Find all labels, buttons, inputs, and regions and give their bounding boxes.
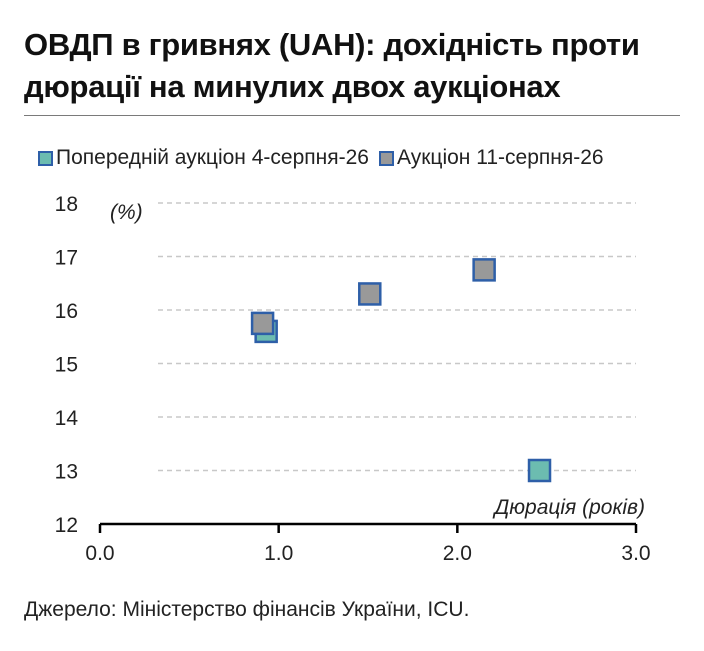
y-tick-label: 14 [55, 407, 79, 430]
x-axis-label: Дюрація (років) [492, 496, 645, 519]
data-points [250, 258, 552, 483]
point-current-auction [472, 258, 496, 282]
source-note: Джерело: Міністерство фінансів України, … [24, 598, 470, 621]
y-tick-label: 12 [55, 514, 78, 537]
x-tick-labels: 0.0 1.0 2.0 3.0 [85, 542, 650, 565]
legend-label-current: Аукціон 11-серпня-26 [396, 146, 604, 169]
legend-swatch-previous [38, 150, 53, 166]
y-axis-label: (%) [110, 201, 143, 224]
y-tick-label: 15 [55, 354, 78, 377]
y-tick-label: 13 [55, 461, 78, 484]
y-tick-label: 17 [55, 247, 78, 270]
legend-item-previous: Попередній аукціон 4-серпня-26 [38, 146, 369, 170]
chart-title: ОВДП в гривнях (UAH): дохідність проти д… [24, 27, 640, 104]
point-current-auction [358, 282, 382, 306]
x-tick-label: 1.0 [264, 542, 293, 565]
point-current-auction [250, 311, 275, 336]
legend-item-current: Аукціон 11-серпня-26 [378, 146, 604, 170]
x-tick-label: 2.0 [443, 542, 472, 565]
x-axis [98, 522, 638, 533]
y-tick-label: 18 [55, 193, 78, 216]
x-tick-label: 3.0 [621, 542, 650, 565]
legend: Попередній аукціон 4-серпня-26 Аукціон 1… [38, 146, 614, 170]
x-tick-label: 0.0 [85, 542, 114, 565]
legend-swatch-current [378, 150, 394, 166]
point-previous-auction [527, 458, 552, 483]
gridlines [158, 202, 636, 472]
title-divider [24, 115, 680, 116]
y-tick-labels: 12 13 14 15 16 17 18 [55, 193, 79, 537]
legend-label-previous: Попередній аукціон 4-серпня-26 [56, 146, 369, 169]
y-tick-label: 16 [55, 300, 78, 323]
